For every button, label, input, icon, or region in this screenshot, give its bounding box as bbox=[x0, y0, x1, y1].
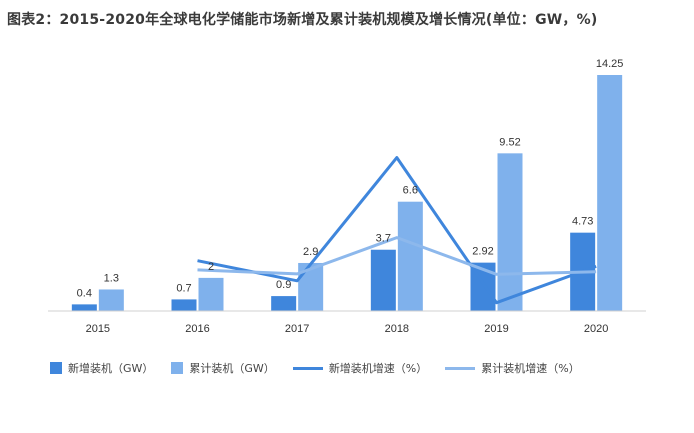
legend-label: 新增装机（GW） bbox=[68, 362, 154, 375]
chart-title: 图表2：2015-2020年全球电化学储能市场新增及累计装机规模及增长情况(单位… bbox=[7, 12, 598, 28]
data-label-new-capacity: 2.92 bbox=[472, 246, 493, 258]
x-tick-label: 2019 bbox=[484, 323, 508, 335]
x-tick-label: 2016 bbox=[185, 323, 209, 335]
x-tick-label: 2020 bbox=[584, 323, 608, 335]
legend: 新增装机（GW） 累计装机（GW） 新增装机增速（%） 累计装机增速（%） bbox=[50, 360, 598, 376]
data-label-new-capacity: 0.4 bbox=[77, 287, 92, 299]
bar-cumulative-capacity bbox=[397, 201, 423, 311]
data-label-cumulative-capacity: 2 bbox=[208, 261, 214, 273]
legend-label: 累计装机（GW） bbox=[189, 362, 275, 375]
data-label-cumulative-capacity: 9.52 bbox=[499, 136, 520, 148]
x-tick-label: 2015 bbox=[86, 323, 110, 335]
bar-cumulative-capacity bbox=[597, 75, 623, 311]
bar-cumulative-capacity bbox=[497, 153, 523, 311]
legend-item-new-capacity: 新增装机（GW） bbox=[50, 360, 153, 376]
legend-item-cumulative-capacity: 累计装机（GW） bbox=[171, 360, 275, 376]
legend-swatch-cumulative-growth bbox=[445, 366, 476, 370]
data-label-cumulative-capacity: 14.25 bbox=[596, 58, 624, 70]
data-label-cumulative-capacity: 6.6 bbox=[403, 185, 418, 197]
bar-new-capacity bbox=[71, 304, 97, 311]
bar-new-capacity bbox=[370, 249, 396, 311]
data-label-cumulative-capacity: 1.3 bbox=[104, 272, 119, 284]
line-new-growth bbox=[197, 156, 597, 305]
legend-item-new-growth: 新增装机增速（%） bbox=[292, 360, 428, 376]
data-label-new-capacity: 0.9 bbox=[276, 279, 291, 291]
bar-new-capacity bbox=[171, 299, 197, 311]
x-tick-label: 2017 bbox=[285, 323, 309, 335]
legend-label: 累计装机增速（%） bbox=[481, 362, 580, 375]
bar-cumulative-capacity bbox=[198, 277, 224, 311]
x-tick-label: 2018 bbox=[385, 323, 409, 335]
data-label-new-capacity: 3.7 bbox=[376, 233, 391, 245]
data-label-new-capacity: 0.7 bbox=[176, 282, 191, 294]
legend-swatch-cumulative-capacity bbox=[171, 362, 184, 374]
line-cumulative-growth bbox=[197, 236, 597, 276]
legend-item-cumulative-growth: 累计装机增速（%） bbox=[445, 360, 580, 376]
data-label-new-capacity: 4.73 bbox=[572, 216, 593, 228]
legend-swatch-new-growth bbox=[292, 366, 323, 370]
legend-label: 新增装机增速（%） bbox=[328, 362, 428, 375]
data-label-cumulative-capacity: 2.9 bbox=[303, 246, 318, 258]
bar-new-capacity bbox=[271, 296, 297, 311]
legend-swatch-new-capacity bbox=[50, 362, 62, 374]
bar-cumulative-capacity bbox=[98, 289, 124, 311]
